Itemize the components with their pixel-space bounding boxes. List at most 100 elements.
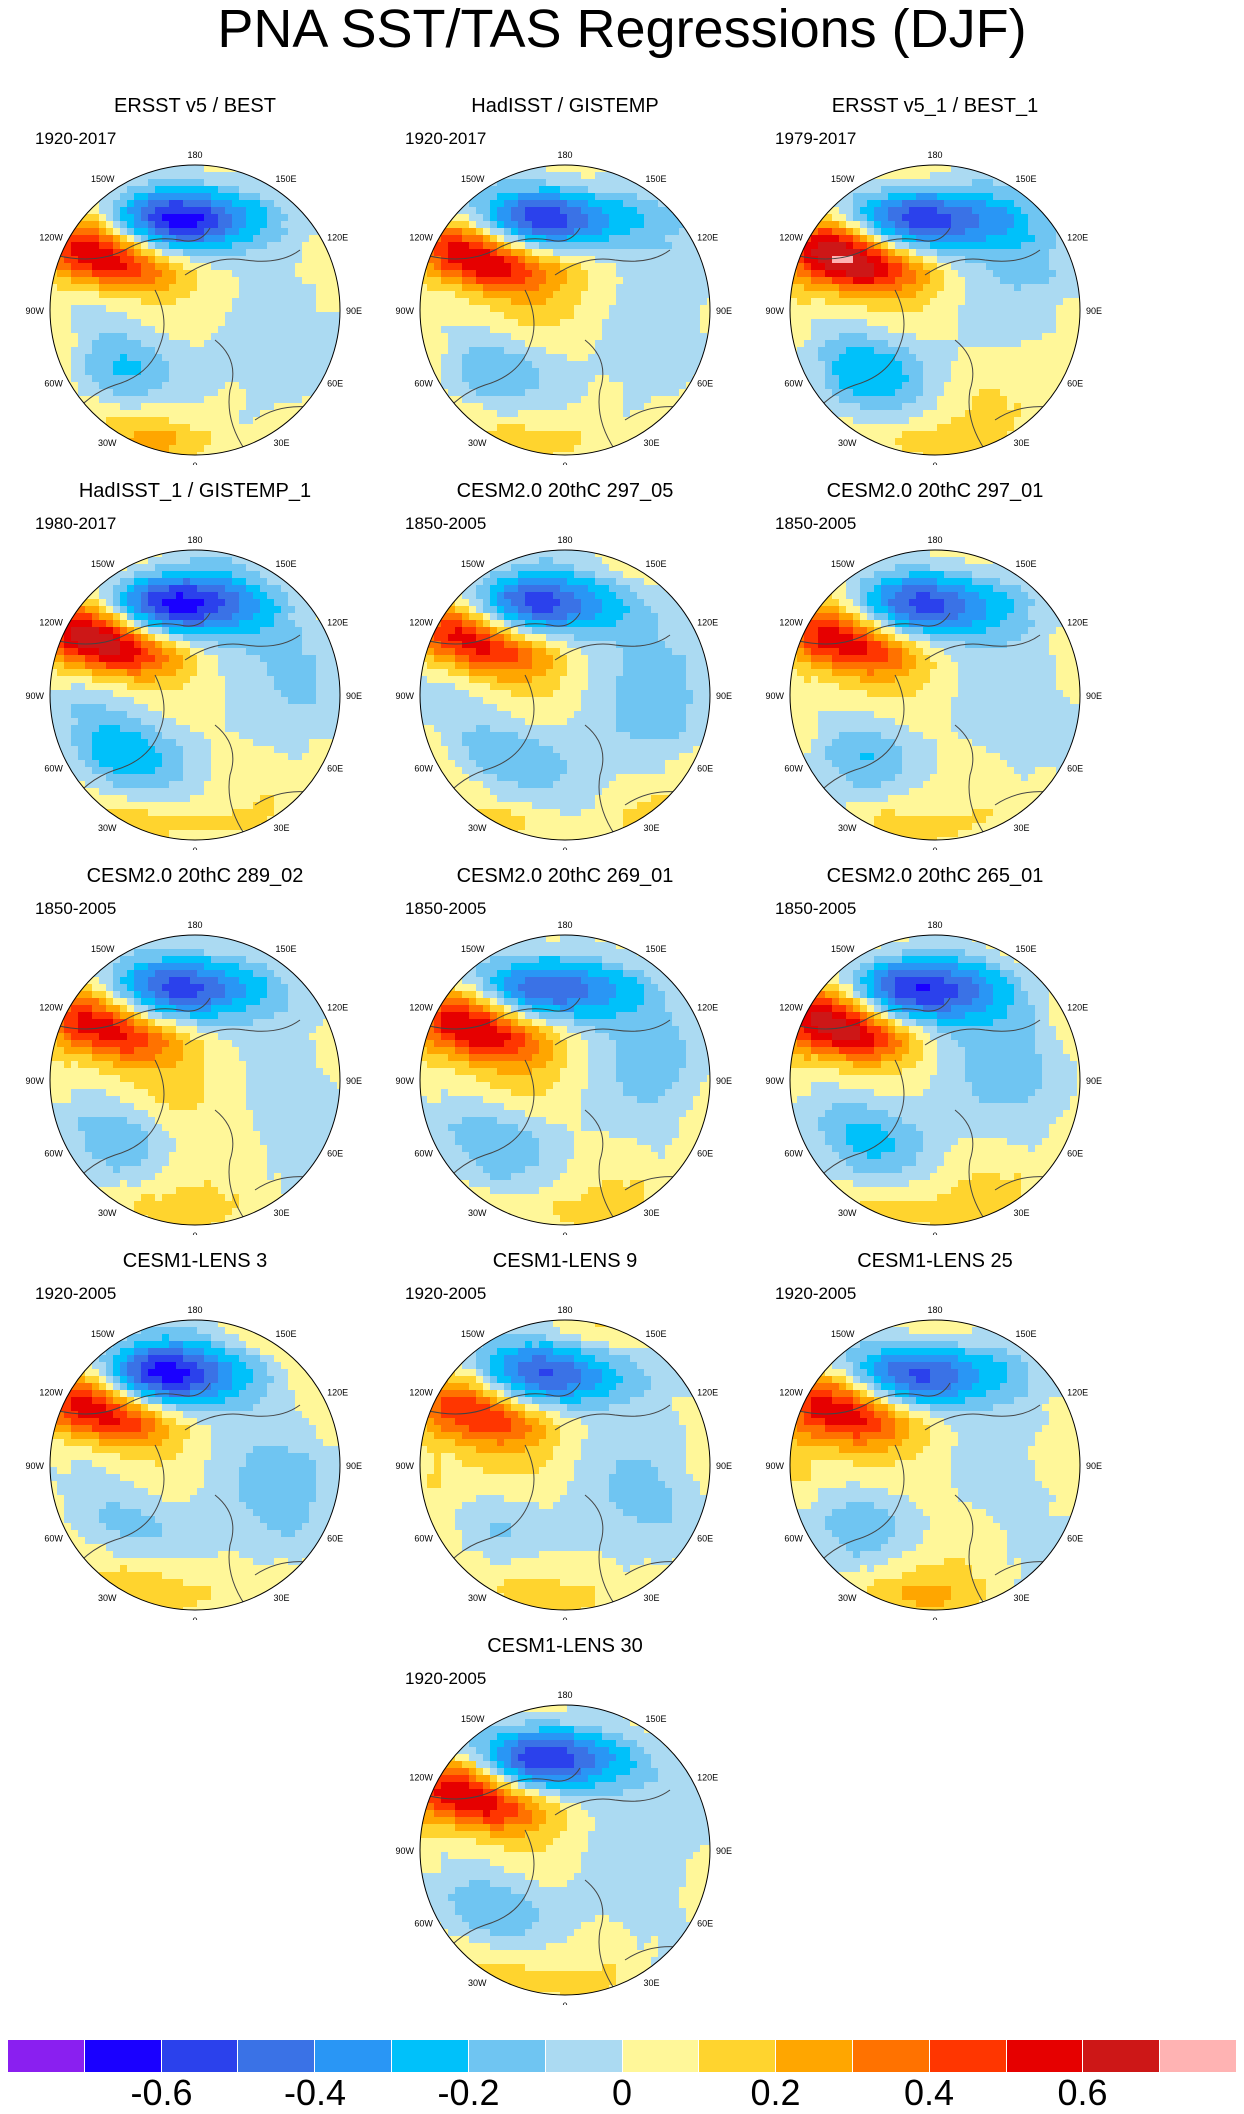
longitude-label: 90W <box>395 306 414 316</box>
longitude-label: 180 <box>557 1305 572 1315</box>
longitude-label: 90E <box>716 1076 732 1086</box>
colorbar <box>8 2040 1236 2072</box>
colorbar-swatch <box>238 2040 315 2072</box>
longitude-label: 150W <box>91 174 115 184</box>
colorbar-swatch <box>699 2040 776 2072</box>
longitude-label: 0 <box>562 461 567 465</box>
map-panel: 180090W90E150W150E120W120E60W60E30W30ECE… <box>750 1250 1120 1620</box>
longitude-label: 90E <box>346 1076 362 1086</box>
longitude-label: 180 <box>927 150 942 160</box>
longitude-label: 90E <box>716 306 732 316</box>
colorbar-swatch <box>392 2040 469 2072</box>
longitude-label: 120W <box>409 1003 433 1013</box>
regression-field <box>790 935 1085 1230</box>
panel-years: 1850-2005 <box>775 514 856 534</box>
longitude-label: 150E <box>276 1329 297 1339</box>
longitude-label: 150W <box>461 559 485 569</box>
longitude-label: 30E <box>274 1208 290 1218</box>
longitude-label: 90E <box>346 691 362 701</box>
longitude-label: 60E <box>327 379 343 389</box>
longitude-label: 150W <box>831 559 855 569</box>
map-panel: 180090W90E150W150E120W120E60W60E30W30ECE… <box>10 865 380 1235</box>
longitude-label: 60W <box>414 1919 433 1929</box>
longitude-label: 60W <box>414 1149 433 1159</box>
colorbar-swatch <box>776 2040 853 2072</box>
longitude-label: 120W <box>779 233 803 243</box>
longitude-label: 150W <box>91 944 115 954</box>
regression-field <box>790 550 1085 845</box>
longitude-label: 30W <box>468 1978 487 1988</box>
longitude-label: 180 <box>187 150 202 160</box>
longitude-label: 90E <box>1086 1461 1102 1471</box>
longitude-label: 150W <box>91 1329 115 1339</box>
longitude-label: 90W <box>395 691 414 701</box>
map-panel: 180090W90E150W150E120W120E60W60E30W30ECE… <box>380 865 750 1235</box>
panel-title: CESM2.0 20thC 297_01 <box>750 480 1120 503</box>
polar-map: 180090W90E150W150E120W120E60W60E30W30E <box>380 1635 750 2005</box>
longitude-label: 120E <box>327 1388 348 1398</box>
panel-title: HadISST / GISTEMP <box>380 95 750 118</box>
longitude-label: 60E <box>327 1534 343 1544</box>
regression-field <box>790 165 1085 460</box>
longitude-label: 30E <box>1014 1208 1030 1218</box>
longitude-label: 60E <box>327 1149 343 1159</box>
regression-field <box>790 1320 1085 1615</box>
longitude-label: 180 <box>927 535 942 545</box>
longitude-label: 0 <box>192 461 197 465</box>
longitude-label: 120W <box>39 618 63 628</box>
panel-years: 1920-2017 <box>35 129 116 149</box>
longitude-label: 30E <box>644 1593 660 1603</box>
colorbar-swatch <box>930 2040 1007 2072</box>
longitude-label: 90E <box>716 691 732 701</box>
longitude-label: 120E <box>697 233 718 243</box>
longitude-label: 120W <box>39 1003 63 1013</box>
colorbar-tick-label: 0.2 <box>716 2072 836 2114</box>
regression-field <box>420 550 715 845</box>
colorbar-swatch <box>162 2040 239 2072</box>
polar-map: 180090W90E150W150E120W120E60W60E30W30E <box>10 865 380 1235</box>
longitude-label: 30E <box>1014 1593 1030 1603</box>
longitude-label: 30W <box>98 1208 117 1218</box>
longitude-label: 120E <box>697 1003 718 1013</box>
longitude-label: 30E <box>274 1593 290 1603</box>
longitude-label: 120E <box>327 618 348 628</box>
map-panel: 180090W90E150W150E120W120E60W60E30W30EER… <box>750 95 1120 465</box>
longitude-label: 150E <box>646 1714 667 1724</box>
colorbar-tick-label: 0.4 <box>869 2072 989 2114</box>
longitude-label: 120W <box>409 1388 433 1398</box>
longitude-label: 120W <box>409 233 433 243</box>
longitude-label: 90W <box>25 691 44 701</box>
longitude-label: 150E <box>1016 1329 1037 1339</box>
map-panel: 180090W90E150W150E120W120E60W60E30W30EHa… <box>10 480 380 850</box>
polar-map: 180090W90E150W150E120W120E60W60E30W30E <box>750 95 1120 465</box>
longitude-label: 120E <box>1067 1388 1088 1398</box>
longitude-label: 60W <box>414 379 433 389</box>
longitude-label: 90E <box>346 306 362 316</box>
regression-field <box>50 550 345 845</box>
longitude-label: 120W <box>409 618 433 628</box>
longitude-label: 0 <box>562 846 567 850</box>
longitude-label: 0 <box>192 1616 197 1620</box>
longitude-label: 150E <box>276 174 297 184</box>
longitude-label: 150E <box>1016 174 1037 184</box>
regression-field <box>420 935 715 1230</box>
longitude-label: 60E <box>697 1149 713 1159</box>
longitude-label: 150E <box>646 1329 667 1339</box>
longitude-label: 180 <box>927 920 942 930</box>
longitude-label: 60W <box>44 1149 63 1159</box>
longitude-label: 0 <box>932 1616 937 1620</box>
longitude-label: 150E <box>276 944 297 954</box>
panel-title: ERSST v5_1 / BEST_1 <box>750 95 1120 118</box>
panel-title: CESM1-LENS 25 <box>750 1250 1120 1273</box>
polar-map: 180090W90E150W150E120W120E60W60E30W30E <box>10 95 380 465</box>
longitude-label: 150W <box>91 559 115 569</box>
colorbar-swatch <box>623 2040 700 2072</box>
longitude-label: 120E <box>697 1773 718 1783</box>
polar-map: 180090W90E150W150E120W120E60W60E30W30E <box>10 1250 380 1620</box>
longitude-label: 120E <box>1067 1003 1088 1013</box>
polar-map: 180090W90E150W150E120W120E60W60E30W30E <box>380 480 750 850</box>
colorbar-tick-label: 0.6 <box>1023 2072 1143 2114</box>
regression-field <box>420 1320 715 1615</box>
longitude-label: 30E <box>644 438 660 448</box>
map-panel: 180090W90E150W150E120W120E60W60E30W30ECE… <box>750 480 1120 850</box>
